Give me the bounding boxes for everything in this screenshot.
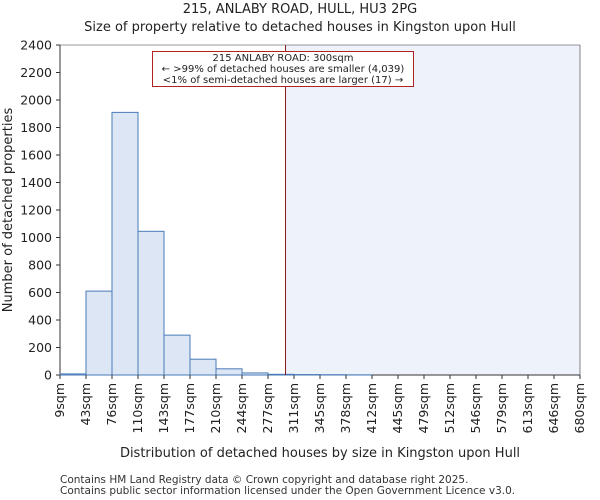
x-tick-label: 43sqm [78,383,93,426]
y-tick-label: 800 [28,258,52,273]
bar-277sqm [267,373,295,376]
x-tick-label: 613sqm [520,383,535,433]
annotation-line-2: ← >99% of detached houses are smaller (4… [161,64,405,75]
bar-244sqm [241,372,269,376]
bar-210sqm [215,368,243,376]
property-annotation-box: 215 ANLABY ROAD: 300sqm ← >99% of detach… [152,51,414,87]
x-tick-label: 412sqm [364,383,379,433]
y-axis-label: Number of detached properties [1,108,16,313]
bar-177sqm [189,358,217,376]
x-tick-label: 546sqm [468,383,483,433]
bar-9sqm [59,373,87,376]
x-tick-label: 277sqm [260,383,275,433]
x-tick-label: 378sqm [338,383,353,433]
y-tick-label: 1400 [20,175,52,190]
y-tick-label: 1800 [20,120,52,135]
bar-76sqm [111,111,139,376]
y-tick-label: 1000 [20,230,52,245]
bar-110sqm [137,230,165,376]
chart-subtitle: Size of property relative to detached ho… [84,20,516,35]
x-tick-label: 680sqm [572,383,587,433]
y-tick-label: 200 [28,340,52,355]
y-tick-label: 1600 [20,148,52,163]
y-tick-label: 2000 [20,93,52,108]
y-tick-label: 2200 [20,65,52,80]
chart-title: 215, ANLABY ROAD, HULL, HU3 2PG [182,2,418,17]
footer-copyright: Contains HM Land Registry data © Crown c… [60,474,469,486]
larger-region-shade [285,45,580,375]
x-axis-label: Distribution of detached houses by size … [120,446,520,461]
x-tick-label: 445sqm [390,383,405,433]
bar-43sqm [85,290,113,376]
x-tick-label: 110sqm [130,383,145,433]
x-tick-label: 143sqm [156,383,171,433]
x-tick-label: 646sqm [546,383,561,433]
y-tick-label: 1200 [20,203,52,218]
y-tick-label: 0 [44,368,52,383]
y-tick-label: 600 [28,285,52,300]
x-tick-label: 311sqm [286,383,301,433]
annotation-line-1: 215 ANLABY ROAD: 300sqm [212,53,354,64]
x-tick-label: 579sqm [494,383,509,433]
annotation-line-3: <1% of semi-detached houses are larger (… [162,75,404,86]
x-tick-label: 177sqm [182,383,197,433]
y-tick-label: 2400 [20,38,52,53]
y-tick-label: 400 [28,313,52,328]
x-tick-label: 244sqm [234,383,249,433]
x-tick-label: 512sqm [442,383,457,433]
footer-licence: Contains public sector information licen… [60,485,516,497]
x-tick-label: 479sqm [416,383,431,433]
x-tick-label: 345sqm [312,383,327,433]
x-tick-label: 9sqm [52,383,67,418]
x-tick-label: 210sqm [208,383,223,433]
bar-143sqm [163,334,191,376]
x-tick-label: 76sqm [104,383,119,426]
